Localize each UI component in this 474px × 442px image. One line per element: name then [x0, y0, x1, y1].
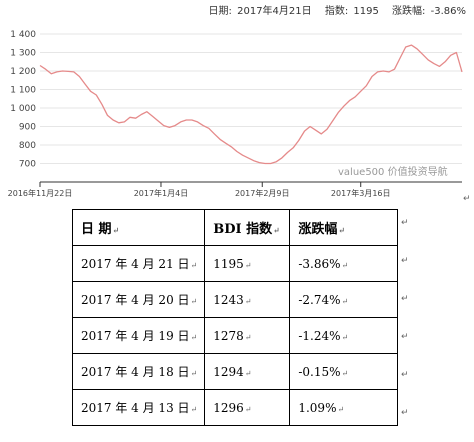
y-tick-label: 900 — [19, 123, 36, 133]
row-end-mark: ↵ — [401, 332, 409, 342]
bdi-table: 日 期↵ BDI 指数↵ 涨跌幅↵ 2017 年 4 月 21 日↵ 1195↵… — [71, 209, 398, 426]
y-tick-label: 1 400 — [10, 30, 36, 40]
y-tick-label: 1 200 — [10, 67, 36, 77]
y-tick-label: 1 300 — [10, 49, 36, 59]
x-tick-label: 2017年3月16日 — [331, 188, 391, 198]
cell-change: -1.24%↵ — [289, 317, 398, 354]
cell-date: 2017 年 4 月 20 日↵ — [71, 281, 206, 318]
chart-svg: 1 400 1 300 1 200 1 100 1 000 900 800 700 2016年1… — [8, 30, 463, 198]
header-index: BDI 指数↵ — [204, 209, 291, 246]
header-change: 涨跌幅↵ — [289, 209, 398, 246]
x-tick-label: 2017年2月9日 — [235, 188, 290, 198]
y-tick-label: 1 000 — [10, 104, 36, 114]
cell-change: -2.74%↵ — [289, 281, 398, 318]
row-end-mark: ↵ — [401, 218, 409, 228]
row-end-mark: ↵ — [401, 294, 409, 304]
cell-date: 2017 年 4 月 18 日↵ — [71, 353, 206, 390]
x-tick-label: 2017年1月4日 — [134, 188, 189, 198]
watermark: value500 价值投资导航 — [338, 163, 448, 178]
index-value: 1195 — [353, 6, 379, 17]
cell-change: -3.86%↵ — [289, 245, 398, 282]
cell-index: 1243↵ — [204, 281, 291, 318]
x-tick-label: 2016年11月22日 — [8, 188, 73, 198]
cell-date: 2017 年 4 月 13 日↵ — [71, 389, 206, 426]
header-date: 日 期↵ — [71, 209, 206, 246]
cell-date: 2017 年 4 月 19 日↵ — [71, 317, 206, 354]
cell-index: 1195↵ — [204, 245, 291, 282]
cell-change: 1.09%↵ — [289, 389, 398, 426]
table-row: 2017 年 4 月 20 日↵ 1243↵ -2.74%↵ — [71, 281, 398, 318]
series-line — [39, 44, 463, 165]
table-row: 2017 年 4 月 18 日↵ 1294↵ -0.15%↵ — [71, 353, 398, 390]
y-tick-label: 1 100 — [10, 86, 36, 96]
cell-index: 1296↵ — [204, 389, 291, 426]
bdi-chart: 1 400 1 300 1 200 1 100 1 000 900 800 700 2016年1… — [0, 0, 474, 205]
index-label: 指数: — [324, 6, 349, 17]
change-label: 涨跌幅: — [392, 6, 426, 17]
change-value: -3.86% — [430, 6, 466, 17]
watermark-brand: value500 — [338, 167, 385, 178]
date-value: 2017年4月21日 — [237, 6, 312, 17]
table-row: 2017 年 4 月 13 日↵ 1296↵ 1.09%↵ — [71, 389, 398, 426]
y-tick-label: 800 — [19, 141, 36, 151]
row-end-mark: ↵ — [401, 256, 409, 266]
table-row: 2017 年 4 月 19 日↵ 1278↵ -1.24%↵ — [71, 317, 398, 354]
hover-readout: 日期: 2017年4月21日 指数: 1195 涨跌幅: -3.86% — [207, 2, 466, 17]
table-header-row: 日 期↵ BDI 指数↵ 涨跌幅↵ — [71, 209, 398, 246]
y-tick-label: 700 — [19, 160, 36, 170]
cell-date: 2017 年 4 月 21 日↵ — [71, 245, 206, 282]
watermark-text: 价值投资导航 — [387, 167, 448, 178]
table-row: 2017 年 4 月 21 日↵ 1195↵ -3.86%↵ — [71, 245, 398, 282]
cell-index: 1294↵ — [204, 353, 291, 390]
row-end-mark: ↵ — [401, 370, 409, 380]
cell-change: -0.15%↵ — [289, 353, 398, 390]
row-end-mark: ↵ — [401, 408, 409, 418]
return-mark: ↵ — [463, 194, 471, 204]
date-label: 日期: — [208, 6, 232, 17]
cell-index: 1278↵ — [204, 317, 291, 354]
